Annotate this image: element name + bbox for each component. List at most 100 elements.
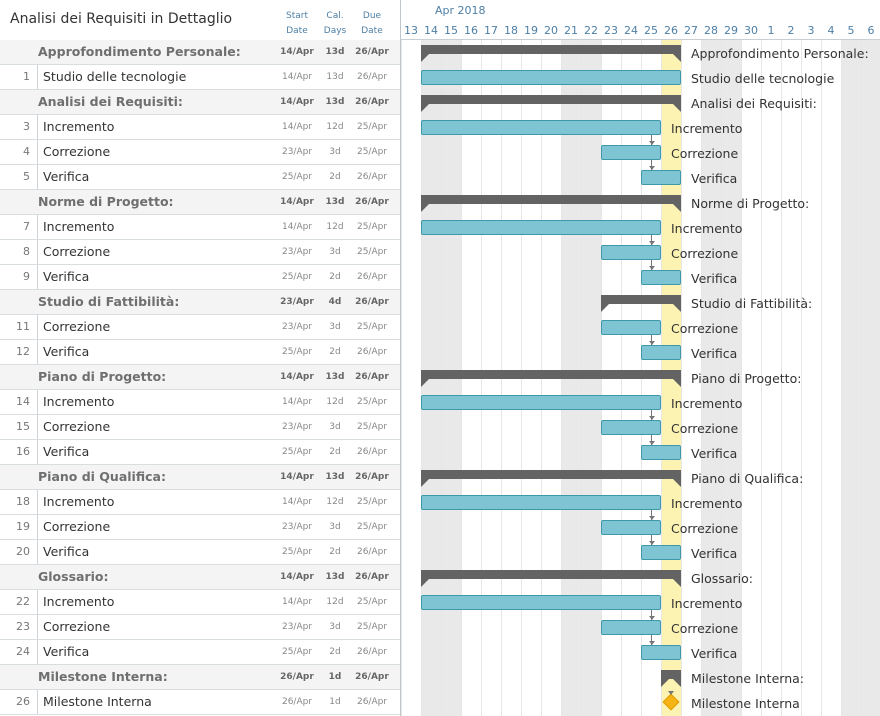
group-summary-bar[interactable] [421,195,681,212]
task-row[interactable]: 19 Correzione 23/Apr 3d 25/Apr [0,515,400,540]
task-bar[interactable] [601,420,661,435]
task-name[interactable]: Verifica [43,169,90,184]
task-bar[interactable] [421,120,661,135]
task-bar[interactable] [421,395,661,410]
task-bar[interactable] [601,520,661,535]
start-date-cell: 14/Apr [281,497,313,507]
task-bar[interactable] [641,645,681,660]
group-summary-bar[interactable] [421,570,681,587]
task-bar[interactable] [421,220,661,235]
group-summary-bar[interactable] [421,470,681,487]
group-summary-bar[interactable] [421,370,681,387]
task-row[interactable]: 8 Correzione 23/Apr 3d 25/Apr [0,240,400,265]
task-bar[interactable] [421,495,661,510]
dependency-line [651,610,652,620]
task-row[interactable]: 4 Correzione 23/Apr 3d 25/Apr [0,140,400,165]
task-row[interactable]: 9 Verifica 25/Apr 2d 26/Apr [0,265,400,290]
day-number: 19 [524,24,538,37]
group-row[interactable]: Piano di Progetto: 14/Apr 13d 26/Apr [0,365,400,390]
task-name[interactable]: Glossario: [38,569,109,584]
task-name[interactable]: Analisi dei Requisiti: [38,94,183,109]
task-name[interactable]: Verifica [43,269,90,284]
task-row[interactable]: 20 Verifica 25/Apr 2d 26/Apr [0,540,400,565]
task-name[interactable]: Milestone Interna [43,694,152,709]
task-name[interactable]: Incremento [43,394,115,409]
group-row[interactable]: Studio di Fattibilità: 23/Apr 4d 26/Apr [0,290,400,315]
task-name[interactable]: Studio di Fattibilità: [38,294,180,309]
column-header-due-date[interactable]: Due Date [355,9,389,39]
task-name[interactable]: Correzione [43,419,111,434]
due-date-cell: 25/Apr [356,597,388,607]
task-name[interactable]: Correzione [43,319,111,334]
task-row[interactable]: 16 Verifica 25/Apr 2d 26/Apr [0,440,400,465]
cal-days-cell: 13d [325,372,345,382]
task-bar[interactable] [421,70,681,85]
task-bar[interactable] [641,270,681,285]
task-name[interactable]: Correzione [43,144,111,159]
task-bar[interactable] [601,320,661,335]
group-row[interactable]: Approfondimento Personale: 14/Apr 13d 26/Ap… [0,40,400,65]
task-row[interactable]: 15 Correzione 23/Apr 3d 25/Apr [0,415,400,440]
row-number: 18 [16,495,30,508]
group-summary-bar[interactable] [661,670,681,687]
task-row[interactable]: 5 Verifica 25/Apr 2d 26/Apr [0,165,400,190]
task-name[interactable]: Incremento [43,494,115,509]
task-name[interactable]: Correzione [43,519,111,534]
task-row[interactable]: 14 Incremento 14/Apr 12d 25/Apr [0,390,400,415]
row-number: 3 [23,120,30,133]
task-name[interactable]: Studio delle tecnologie [43,69,187,84]
task-bar[interactable] [601,620,661,635]
group-row[interactable]: Milestone Interna: 26/Apr 1d 26/Apr [0,665,400,690]
task-bar[interactable] [641,545,681,560]
dependency-arrow [649,166,655,170]
task-name[interactable]: Verifica [43,644,90,659]
task-name[interactable]: Approfondimento Personale: [38,44,241,59]
task-name[interactable]: Incremento [43,119,115,134]
task-row[interactable]: 12 Verifica 25/Apr 2d 26/Apr [0,340,400,365]
row-number: 26 [16,695,30,708]
group-row[interactable]: Norme di Progetto: 14/Apr 13d 26/Apr [0,190,400,215]
task-name[interactable]: Incremento [43,594,115,609]
task-bar-label: Incremento [671,121,743,136]
task-row[interactable]: 26 Milestone Interna 26/Apr 1d 26/Apr [0,690,400,715]
task-row[interactable]: 23 Correzione 23/Apr 3d 25/Apr [0,615,400,640]
task-bar[interactable] [641,345,681,360]
cal-days-cell: 13d [325,97,345,107]
task-bar[interactable] [641,445,681,460]
task-bar[interactable] [421,595,661,610]
task-row[interactable]: 7 Incremento 14/Apr 12d 25/Apr [0,215,400,240]
group-summary-bar[interactable] [421,95,681,112]
task-row[interactable]: 3 Incremento 14/Apr 12d 25/Apr [0,115,400,140]
task-name[interactable]: Correzione [43,619,111,634]
day-number: 4 [827,24,835,37]
group-row[interactable]: Analisi dei Requisiti: 14/Apr 13d 26/Apr [0,90,400,115]
dependency-arrow [668,691,674,695]
task-row[interactable]: 11 Correzione 23/Apr 3d 25/Apr [0,315,400,340]
group-bar-label: Milestone Interna: [691,671,804,686]
task-name[interactable]: Correzione [43,244,111,259]
task-bar[interactable] [641,170,681,185]
row-number: 16 [16,445,30,458]
task-name[interactable]: Verifica [43,544,90,559]
task-row[interactable]: 24 Verifica 25/Apr 2d 26/Apr [0,640,400,665]
task-bar[interactable] [601,145,661,160]
task-name[interactable]: Incremento [43,219,115,234]
group-row[interactable]: Glossario: 14/Apr 13d 26/Apr [0,565,400,590]
task-row[interactable]: 1 Studio delle tecnologie 14/Apr 13d 26/Apr [0,65,400,90]
task-bar[interactable] [601,245,661,260]
task-name[interactable]: Verifica [43,444,90,459]
group-summary-bar[interactable] [601,295,681,312]
task-name[interactable]: Verifica [43,344,90,359]
task-row[interactable]: 18 Incremento 14/Apr 12d 25/Apr [0,490,400,515]
cal-days-cell: 2d [329,547,341,557]
start-date-cell: 14/Apr [280,97,314,107]
task-name[interactable]: Norme di Progetto: [38,194,174,209]
column-header-start-date[interactable]: Start Date [279,9,315,39]
task-name[interactable]: Piano di Progetto: [38,369,167,384]
task-name[interactable]: Piano di Qualifica: [38,469,166,484]
column-header-cal-days[interactable]: Cal. Days [319,9,351,39]
task-row[interactable]: 22 Incremento 14/Apr 12d 25/Apr [0,590,400,615]
group-row[interactable]: Piano di Qualifica: 14/Apr 13d 26/Apr [0,465,400,490]
task-name[interactable]: Milestone Interna: [38,669,168,684]
group-summary-bar[interactable] [421,45,681,62]
